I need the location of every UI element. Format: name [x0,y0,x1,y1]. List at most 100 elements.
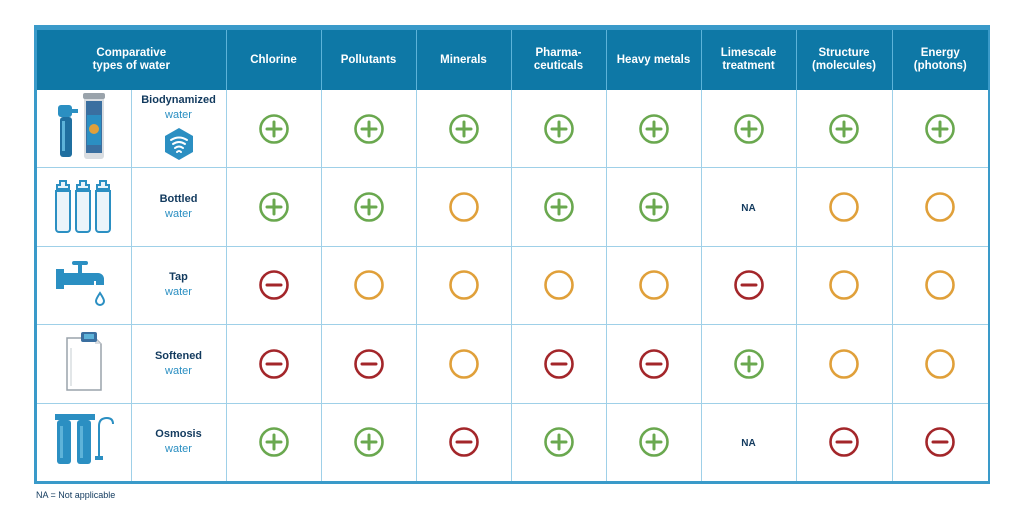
header-minerals: Minerals [416,30,512,90]
cell-value [511,246,607,326]
tap-icon [55,260,105,306]
table-row: Bottled water NA [37,167,989,247]
cell-value [892,324,989,404]
neutral-icon [829,192,859,222]
row-title: Bottled [159,193,198,206]
plus-icon [733,113,764,144]
row-subtitle: water [165,108,192,121]
neutral-icon [829,270,859,301]
row-icon-cell [37,167,132,247]
table-row: Softened water [37,324,989,404]
plus-icon [543,192,574,222]
cell-value [321,246,417,326]
cell-value [416,403,512,481]
plus-icon [638,427,669,458]
plus-icon [448,113,479,144]
cell-value [796,403,893,481]
row-name-cell: Osmosis water [131,403,227,481]
minus-icon [925,427,956,458]
cell-value [796,246,893,326]
water-bottles-icon [54,179,111,233]
row-name-cell: Biodynamized water [131,90,227,169]
neutral-icon [638,270,669,301]
minus-icon [258,349,289,379]
cell-value [606,324,702,404]
cell-value [226,167,322,247]
header-pharmaceuticals: Pharma- ceuticals [511,30,607,90]
cell-value [511,324,607,404]
cell-value [606,167,702,247]
footnote: NA = Not applicable [36,490,116,500]
plus-icon [353,192,384,222]
minus-icon [829,427,859,458]
cell-value [226,90,322,169]
row-title: Osmosis [155,428,202,441]
row-subtitle: water [165,443,192,456]
row-title: Softened [154,349,203,362]
biodynamic-logo-icon [164,127,193,160]
minus-icon [543,349,574,379]
row-icon-cell [37,246,132,326]
row-title: Tap [169,271,188,284]
comparison-table: Comparative types of water Chlorine Poll… [37,30,989,481]
plus-icon [258,192,289,222]
cell-value [416,167,512,247]
row-subtitle: water [165,208,192,221]
row-name-cell: Tap water [131,246,227,326]
header-structure: Structure (molecules) [796,30,893,90]
header-row: Comparative types of water Chlorine Poll… [37,30,989,90]
cell-value [321,167,417,247]
cell-value [321,403,417,481]
row-subtitle: water [165,364,192,377]
table-row: Tap water [37,246,989,326]
water-softener-icon [66,332,102,392]
row-name-cell: Bottled water [131,167,227,247]
cell-value [796,324,893,404]
plus-icon [925,113,956,144]
plus-icon [353,113,384,144]
row-icon-cell [37,90,132,169]
cell-value [606,246,702,326]
plus-icon [829,113,859,144]
osmosis-filter-icon [54,413,114,464]
neutral-icon [543,270,574,301]
header-corner: Comparative types of water [37,30,227,90]
cell-value [892,403,989,481]
minus-icon [733,270,764,301]
cell-value [606,90,702,169]
neutral-icon [448,192,479,222]
cell-value [511,167,607,247]
minus-icon [448,427,479,458]
table-row: Biodynamized water [37,90,989,169]
minus-icon [638,349,669,379]
row-title: Biodynamized [141,93,216,106]
na-label: NA [741,438,756,450]
plus-icon [638,192,669,222]
cell-value [701,90,797,169]
cell-value [226,403,322,481]
cell-value [321,90,417,169]
neutral-icon [925,270,956,301]
cell-value [892,90,989,169]
cell-value: NA [701,167,797,247]
cell-value [892,246,989,326]
neutral-icon [925,349,956,379]
header-energy: Energy (photons) [892,30,989,90]
row-icon-cell [37,403,132,481]
cell-value [701,324,797,404]
neutral-icon [925,192,956,222]
plus-icon [353,427,384,458]
plus-icon [258,113,289,144]
cell-value [226,324,322,404]
plus-icon [543,113,574,144]
plus-icon [543,427,574,458]
cell-value [511,403,607,481]
neutral-icon [448,270,479,301]
header-chlorine: Chlorine [226,30,322,90]
cell-value [416,324,512,404]
minus-icon [353,349,384,379]
table-row: Osmosis water NA [37,403,989,481]
minus-icon [258,270,289,301]
row-name-cell: Softened water [131,324,227,404]
neutral-icon [353,270,384,301]
